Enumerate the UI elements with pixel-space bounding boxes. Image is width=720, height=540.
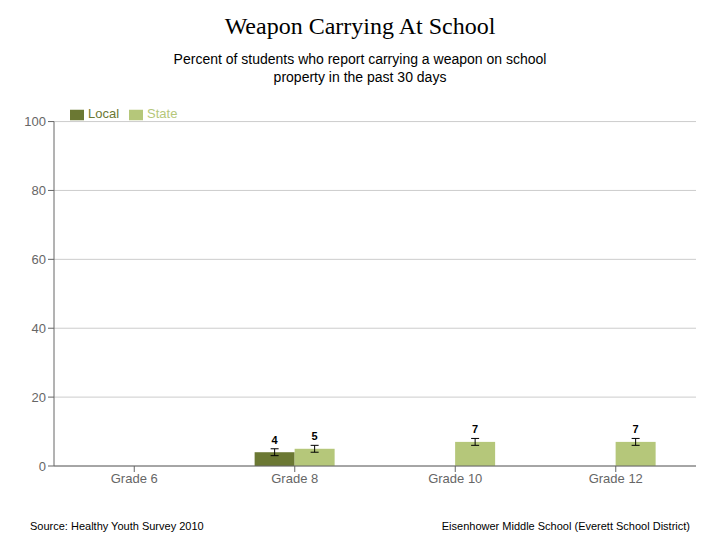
html-text:Weapon Carrying At School: Weapon Carrying At School [224,13,496,39]
svg-text:20: 20 [32,390,46,405]
svg-text:4: 4 [272,434,279,446]
html-text:Source: Healthy Youth Survey 2: Source: Healthy Youth Survey 2010 [30,520,204,532]
html-text:State: State [147,106,178,121]
html-text:Local: Local [88,106,120,121]
svg-text:Grade 10: Grade 10 [428,471,482,486]
svg-text:Grade 12: Grade 12 [589,471,643,486]
svg-text:Grade 8: Grade 8 [271,471,318,486]
svg-text:100: 100 [24,114,46,129]
svg-text:40: 40 [32,321,46,336]
svg-text:80: 80 [32,183,46,198]
html-text:Eisenhower Middle School (Ever: Eisenhower Middle School (Everett School… [441,520,690,532]
svg-text:7: 7 [472,423,478,435]
svg-text:60: 60 [32,252,46,267]
svg-text:Grade 6: Grade 6 [111,471,158,486]
svg-text:7: 7 [633,423,639,435]
html-text:Percent of students who report: Percent of students who report carrying … [173,51,547,85]
svg-text:0: 0 [39,459,46,474]
svg-text:5: 5 [312,430,318,442]
